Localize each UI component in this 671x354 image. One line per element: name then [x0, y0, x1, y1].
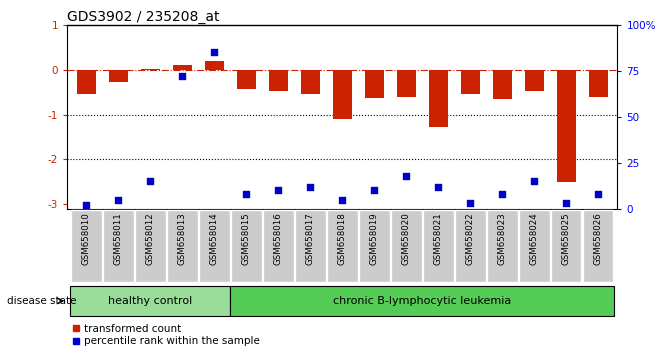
Bar — [205, 61, 224, 70]
Bar — [167, 210, 198, 282]
Text: GSM658023: GSM658023 — [498, 212, 507, 266]
Bar — [588, 70, 608, 97]
Point — [305, 184, 315, 190]
Text: GSM658026: GSM658026 — [594, 212, 603, 266]
Bar — [109, 70, 128, 82]
Text: GDS3902 / 235208_at: GDS3902 / 235208_at — [67, 10, 219, 24]
Point — [113, 197, 123, 202]
Text: disease state: disease state — [7, 296, 76, 306]
Bar — [429, 70, 448, 127]
Text: GSM658017: GSM658017 — [306, 212, 315, 266]
Bar — [460, 70, 480, 95]
Text: GSM658010: GSM658010 — [82, 212, 91, 266]
Bar — [268, 70, 288, 91]
Bar — [493, 70, 512, 99]
Bar — [583, 210, 613, 282]
Point — [592, 191, 603, 197]
Bar — [397, 70, 416, 97]
Bar — [70, 286, 230, 316]
Bar — [525, 70, 544, 91]
Point — [273, 188, 284, 193]
Bar — [519, 210, 550, 282]
Bar — [231, 210, 262, 282]
Text: GSM658015: GSM658015 — [242, 212, 251, 266]
Bar — [237, 70, 256, 88]
Point — [369, 188, 380, 193]
Text: GSM658011: GSM658011 — [114, 212, 123, 266]
Bar — [135, 210, 166, 282]
Text: chronic B-lymphocytic leukemia: chronic B-lymphocytic leukemia — [333, 296, 511, 306]
Bar — [327, 210, 358, 282]
Text: GSM658016: GSM658016 — [274, 212, 282, 266]
Bar — [359, 210, 390, 282]
Bar — [333, 70, 352, 119]
Bar — [486, 210, 517, 282]
Point — [337, 197, 348, 202]
Text: GSM658012: GSM658012 — [146, 212, 155, 266]
Text: GSM658018: GSM658018 — [338, 212, 347, 266]
Text: GSM658022: GSM658022 — [466, 212, 474, 266]
Point — [433, 184, 444, 190]
Legend: transformed count, percentile rank within the sample: transformed count, percentile rank withi… — [72, 324, 260, 347]
Bar — [391, 210, 421, 282]
Text: GSM658024: GSM658024 — [529, 212, 539, 266]
Bar — [230, 286, 614, 316]
Bar — [455, 210, 486, 282]
Point — [561, 200, 572, 206]
Text: GSM658014: GSM658014 — [210, 212, 219, 266]
Point — [497, 191, 507, 197]
Bar — [172, 65, 192, 70]
Point — [401, 173, 411, 178]
Bar — [76, 70, 96, 95]
Point — [177, 74, 188, 79]
Bar — [141, 69, 160, 70]
Point — [241, 191, 252, 197]
Text: GSM658025: GSM658025 — [562, 212, 570, 266]
Text: GSM658021: GSM658021 — [433, 212, 443, 266]
Point — [145, 178, 156, 184]
Text: GSM658013: GSM658013 — [178, 212, 187, 266]
Bar — [364, 70, 384, 97]
Text: GSM658020: GSM658020 — [402, 212, 411, 266]
Bar — [199, 210, 229, 282]
Point — [529, 178, 539, 184]
Bar — [103, 210, 134, 282]
Bar — [556, 70, 576, 182]
Bar — [551, 210, 582, 282]
Bar — [295, 210, 325, 282]
Bar — [301, 70, 320, 95]
Point — [209, 50, 219, 55]
Bar — [71, 210, 101, 282]
Text: healthy control: healthy control — [108, 296, 193, 306]
Point — [465, 200, 476, 206]
Bar — [423, 210, 454, 282]
Text: GSM658019: GSM658019 — [370, 212, 378, 265]
Bar — [263, 210, 294, 282]
Point — [81, 202, 92, 208]
